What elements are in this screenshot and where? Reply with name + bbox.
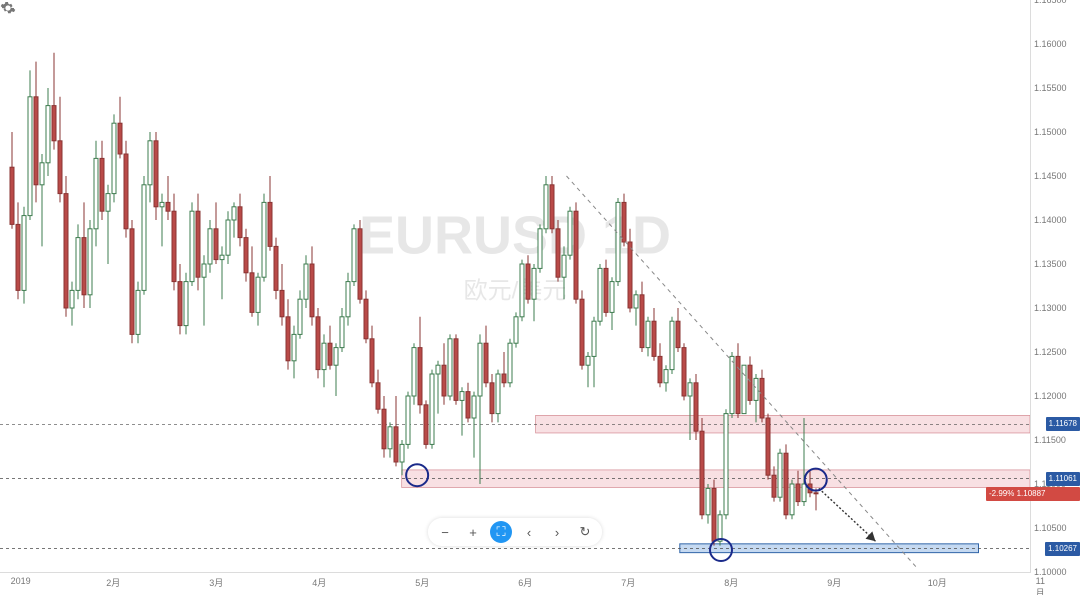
- x-tick-label: 10月: [928, 576, 947, 589]
- x-tick-label: 3月: [209, 576, 223, 589]
- nav-next-button[interactable]: ›: [546, 521, 568, 543]
- x-tick-label: 7月: [621, 576, 635, 589]
- x-tick-label: 9月: [827, 576, 841, 589]
- y-tick-label: 1.12500: [1034, 347, 1067, 357]
- y-tick-label: 1.14000: [1034, 215, 1067, 225]
- y-tick-label: 1.15000: [1034, 127, 1067, 137]
- y-tick-label: 1.13500: [1034, 259, 1067, 269]
- zoom-out-button[interactable]: −: [434, 521, 456, 543]
- fullscreen-button[interactable]: ⛶: [490, 521, 512, 543]
- chart-toolbar: − + ⛶ ‹ › ↻: [428, 518, 602, 546]
- chart-root: EURUSD 1D 欧元/美元 − + ⛶ ‹ › ↻ 1.100001.105…: [0, 0, 1080, 595]
- y-tick-label: 1.10500: [1034, 523, 1067, 533]
- y-tick-label: 1.15500: [1034, 83, 1067, 93]
- reset-button[interactable]: ↻: [574, 521, 596, 543]
- time-axis[interactable]: 20192月3月4月5月6月7月8月9月10月11月: [0, 572, 1030, 595]
- x-tick-label: 2月: [106, 576, 120, 589]
- x-tick-label: 2019: [11, 576, 31, 586]
- zoom-in-button[interactable]: +: [462, 521, 484, 543]
- price-tag: 1.11061: [1046, 472, 1080, 486]
- y-tick-label: 1.12000: [1034, 391, 1067, 401]
- nav-prev-button[interactable]: ‹: [518, 521, 540, 543]
- x-tick-label: 8月: [724, 576, 738, 589]
- settings-icon[interactable]: [0, 0, 16, 16]
- x-tick-label: 5月: [415, 576, 429, 589]
- last-price-tag: -2.99% 1.10887: [986, 487, 1080, 501]
- x-tick-label: 4月: [312, 576, 326, 589]
- price-tag: 1.11678: [1046, 417, 1080, 431]
- x-tick-label: 6月: [518, 576, 532, 589]
- y-tick-label: 1.13000: [1034, 303, 1067, 313]
- y-tick-label: 1.11500: [1034, 435, 1066, 445]
- price-axis[interactable]: 1.100001.105001.110001.115001.120001.125…: [1030, 0, 1080, 572]
- x-tick-label: 11月: [1036, 576, 1045, 595]
- y-tick-label: 1.16500: [1034, 0, 1067, 5]
- y-tick-label: 1.16000: [1034, 39, 1067, 49]
- y-tick-label: 1.14500: [1034, 171, 1067, 181]
- price-tag: 1.10267: [1045, 542, 1080, 556]
- plot-area[interactable]: EURUSD 1D 欧元/美元 − + ⛶ ‹ › ↻: [0, 0, 1031, 573]
- chart-svg: [0, 0, 1030, 572]
